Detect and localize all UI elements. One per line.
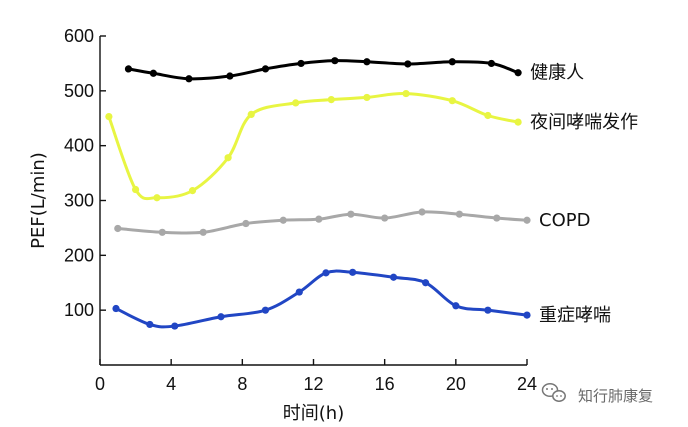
x-axis-title: 时间(h) — [283, 403, 344, 424]
y-tick-label: 300 — [64, 191, 94, 211]
data-point — [389, 273, 398, 281]
data-point — [112, 304, 120, 313]
data-point — [153, 194, 161, 202]
watermark-text: 知行肺康复 — [578, 387, 653, 405]
data-point — [487, 59, 496, 68]
data-point — [146, 320, 154, 329]
watermark: 知行肺康复 — [541, 382, 653, 405]
series-0 — [124, 57, 522, 83]
data-point — [402, 89, 410, 98]
data-point — [327, 96, 335, 104]
data-point — [514, 69, 522, 77]
data-point — [331, 57, 339, 65]
x-tick-label: 4 — [166, 374, 176, 394]
data-point — [185, 75, 193, 83]
data-point — [523, 216, 531, 224]
data-point — [105, 113, 113, 121]
data-point — [381, 214, 389, 222]
x-tick-label: 12 — [303, 374, 323, 394]
y-tick-label: 400 — [64, 136, 94, 156]
y-tick-label: 500 — [64, 81, 94, 101]
data-point — [226, 72, 234, 80]
data-point — [315, 215, 323, 223]
data-point — [188, 187, 197, 195]
x-tick-label: 24 — [517, 374, 537, 394]
series-line — [115, 269, 528, 329]
data-point — [448, 58, 456, 66]
series-label-healthy: 健康人 — [530, 63, 584, 84]
data-point — [261, 306, 270, 314]
data-point — [514, 118, 522, 126]
data-point — [455, 210, 463, 218]
series-line — [107, 92, 519, 201]
series-lines — [105, 57, 531, 330]
y-tick-label: 100 — [64, 300, 94, 320]
data-point — [279, 216, 287, 224]
axes: 100 200 300 400 500 600 0 4 8 12 16 20 24 — [64, 26, 537, 394]
data-point — [242, 219, 250, 228]
data-point — [322, 269, 330, 277]
wechat-icon — [541, 382, 566, 402]
data-point — [484, 111, 492, 120]
series-2 — [114, 208, 531, 236]
y-axis-title: PEF(L/min) — [28, 152, 49, 249]
data-point — [523, 311, 531, 319]
data-point — [404, 60, 412, 68]
data-point — [484, 306, 492, 314]
data-point — [261, 65, 270, 73]
data-point — [452, 302, 460, 310]
series-line — [117, 210, 528, 235]
data-point — [421, 279, 430, 287]
x-tick-label: 0 — [95, 374, 105, 394]
data-point — [131, 185, 140, 194]
data-point — [448, 97, 456, 105]
x-tick-label: 16 — [375, 374, 395, 394]
y-tick-label: 600 — [64, 26, 94, 46]
data-point — [297, 59, 305, 68]
series-label-copd: COPD — [539, 210, 590, 231]
data-point — [295, 288, 303, 296]
series-1 — [105, 89, 522, 202]
series-label-nocturnal-asthma: 夜间哮喘发作 — [530, 112, 638, 133]
data-point — [149, 69, 157, 77]
data-point — [292, 99, 300, 107]
data-point — [363, 58, 371, 66]
data-point — [347, 210, 355, 218]
data-point — [171, 322, 179, 330]
x-tick-label: 20 — [446, 374, 466, 394]
data-point — [217, 313, 225, 321]
series-3 — [112, 268, 531, 330]
data-point — [224, 154, 232, 162]
data-point — [114, 224, 122, 233]
data-point — [493, 214, 501, 222]
data-point — [363, 93, 371, 102]
data-point — [418, 208, 426, 216]
y-tick-label: 200 — [64, 245, 94, 265]
data-point — [199, 228, 207, 236]
data-point — [349, 268, 357, 276]
data-point — [158, 228, 166, 236]
x-tick-label: 8 — [237, 374, 247, 394]
series-label-severe-asthma: 重症哮喘 — [539, 305, 611, 326]
data-point — [124, 65, 133, 73]
data-point — [247, 110, 255, 119]
